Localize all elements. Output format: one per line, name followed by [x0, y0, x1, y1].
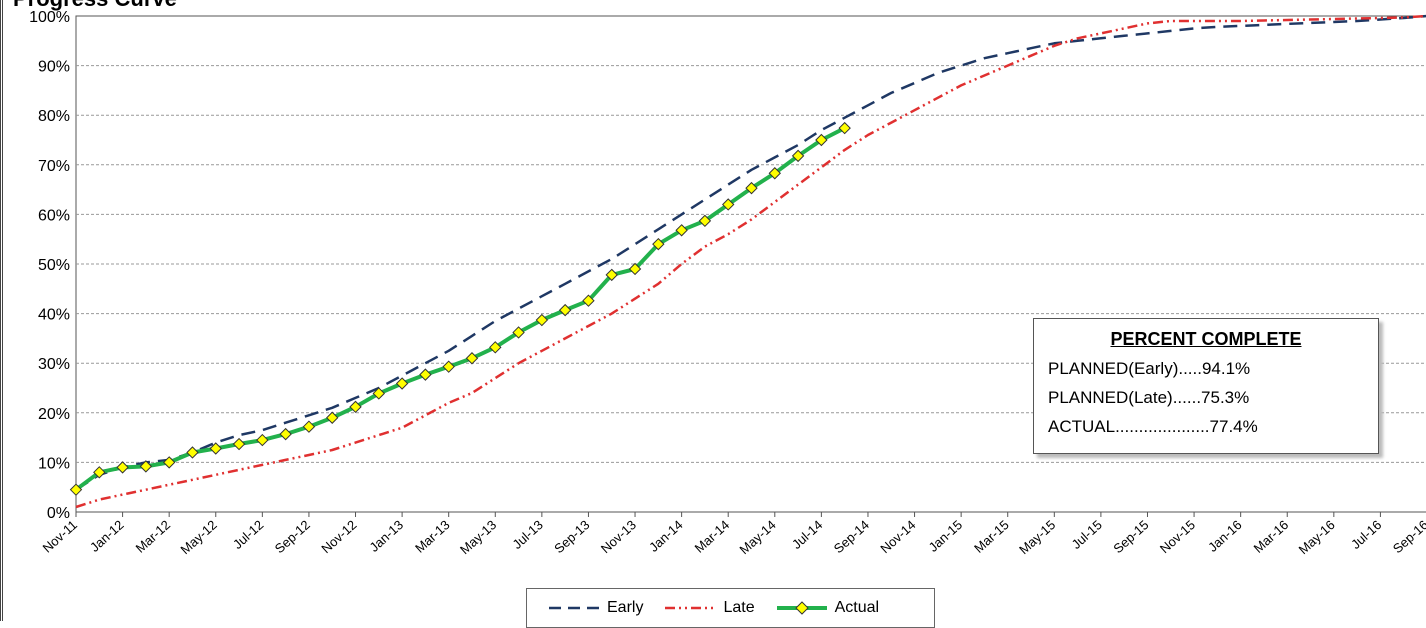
x-tick-label: May-14 — [737, 517, 779, 557]
x-tick-label: May-12 — [178, 517, 220, 557]
series-line-actual — [76, 128, 845, 490]
y-tick-label: 70% — [38, 158, 70, 175]
x-tick-label: Jul-13 — [510, 517, 546, 552]
actual-line: ACTUAL....................77.4% — [1048, 412, 1378, 441]
x-tick-label: Sep-16 — [1390, 517, 1426, 556]
legend-early-swatch — [549, 601, 599, 615]
legend-item-late: Late — [665, 599, 754, 617]
x-tick-label: Jan-14 — [646, 517, 686, 555]
data-point-actual — [117, 462, 128, 473]
x-tick-label: Nov-14 — [877, 517, 918, 556]
x-tick-label: Sep-13 — [551, 517, 592, 556]
x-tick-label: Mar-12 — [133, 517, 174, 556]
y-tick-label: 100% — [29, 9, 70, 26]
x-tick-label: Jan-16 — [1205, 517, 1245, 555]
y-tick-label: 10% — [38, 455, 70, 472]
data-point-actual — [420, 369, 431, 380]
x-tick-label: Mar-16 — [1251, 517, 1292, 556]
x-tick-label: Mar-14 — [692, 517, 733, 556]
x-tick-label: Mar-15 — [971, 517, 1012, 556]
x-tick-label: Nov-15 — [1157, 517, 1198, 556]
x-tick-label: Nov-12 — [318, 517, 359, 556]
data-point-actual — [234, 439, 245, 450]
x-tick-label: Mar-13 — [412, 517, 453, 556]
chart-legend: Early Late Actual — [526, 588, 935, 628]
legend-late-swatch — [665, 601, 715, 615]
legend-actual-swatch — [777, 601, 827, 615]
y-axis: 0%10%20%30%40%50%60%70%80%90%100% — [29, 9, 70, 522]
planned-early-line: PLANNED(Early).....94.1% — [1048, 354, 1378, 383]
x-tick-label: Jul-15 — [1069, 517, 1105, 552]
x-tick-label: Jul-12 — [230, 517, 266, 552]
progress-chart: 0%10%20%30%40%50%60%70%80%90%100% Nov-11… — [3, 0, 1426, 621]
data-point-actual — [280, 429, 291, 440]
percent-complete-heading: PERCENT COMPLETE — [1048, 329, 1378, 350]
x-tick-label: May-13 — [457, 517, 499, 557]
data-point-actual — [303, 421, 314, 432]
data-point-actual — [397, 378, 408, 389]
legend-actual-label: Actual — [835, 599, 879, 617]
x-tick-label: Sep-14 — [831, 517, 872, 556]
x-tick-label: Jan-12 — [87, 517, 127, 555]
y-tick-label: 20% — [38, 406, 70, 423]
x-tick-label: Sep-12 — [272, 517, 313, 556]
x-tick-label: May-16 — [1296, 517, 1338, 557]
y-tick-label: 90% — [38, 59, 70, 76]
y-tick-label: 80% — [38, 108, 70, 125]
x-tick-label: Jul-14 — [789, 517, 825, 552]
y-tick-label: 50% — [38, 257, 70, 274]
data-point-actual — [164, 457, 175, 468]
x-tick-label: Nov-11 — [40, 517, 80, 556]
y-tick-label: 60% — [38, 207, 70, 224]
x-tick-label: Sep-15 — [1110, 517, 1151, 556]
x-tick-label: Jan-15 — [926, 517, 966, 555]
legend-item-early: Early — [549, 599, 643, 617]
y-tick-label: 30% — [38, 356, 70, 373]
x-tick-label: May-15 — [1016, 517, 1058, 557]
data-point-actual — [257, 435, 268, 446]
legend-late-label: Late — [723, 599, 754, 617]
y-tick-label: 40% — [38, 307, 70, 324]
x-tick-label: Jan-13 — [367, 517, 407, 555]
data-point-actual — [187, 447, 198, 458]
legend-item-actual: Actual — [777, 599, 879, 617]
x-tick-label: Jul-16 — [1348, 517, 1384, 552]
legend-early-label: Early — [607, 599, 643, 617]
planned-late-line: PLANNED(Late)......75.3% — [1048, 383, 1378, 412]
percent-complete-box: PERCENT COMPLETE PLANNED(Early).....94.1… — [1033, 318, 1379, 454]
x-tick-label: Nov-13 — [598, 517, 639, 556]
